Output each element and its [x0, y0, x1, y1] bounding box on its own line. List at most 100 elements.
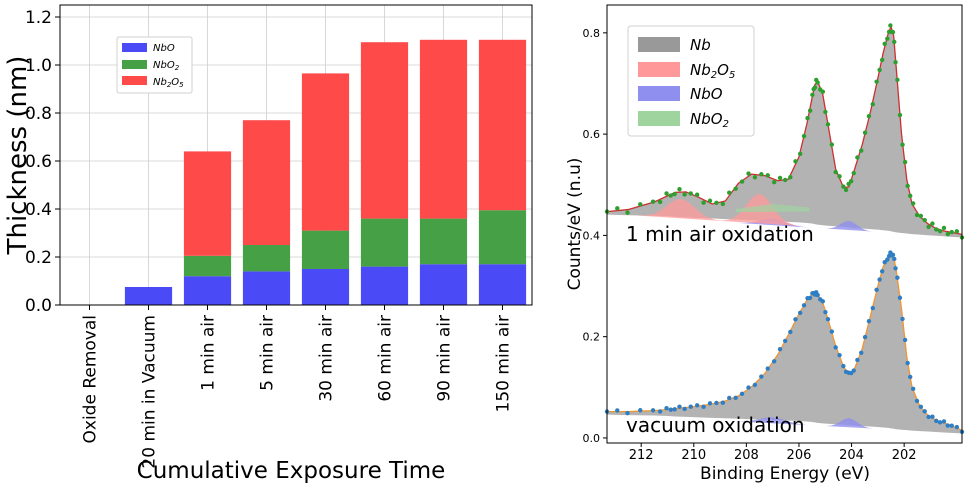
- bar-x-tick-label: 1 min air: [199, 315, 219, 391]
- xps-data-point-0: [815, 80, 820, 85]
- xps-data-point-0: [657, 199, 663, 205]
- xps-data-point-0: [926, 224, 931, 230]
- xps-data-point-0: [908, 193, 913, 198]
- bar-nb2o5-5: [360, 42, 409, 219]
- bar-y-axis-label: Thickness (nm): [3, 56, 33, 256]
- xps-data-point-0: [895, 77, 900, 83]
- bar-nbo-6: [419, 264, 468, 305]
- xps-data-point-1: [874, 287, 879, 293]
- xps-data-point-0: [930, 221, 935, 226]
- xps-data-point-1: [837, 353, 842, 358]
- xps-x-tick-label: 202: [892, 448, 917, 463]
- bar-y-axis: 0.0 0.2 0.4 0.6 0.8 1.0 1.2: [25, 8, 60, 316]
- xps-data-point-1: [893, 266, 898, 271]
- xps-data-point-0: [877, 67, 882, 73]
- xps-data-point-1: [807, 295, 813, 301]
- xps-data-point-0: [777, 175, 783, 181]
- xps-data-point-0: [893, 60, 898, 65]
- xps-data-point-1: [688, 404, 693, 409]
- xps-data-point-1: [657, 409, 663, 414]
- xps-data-point-1: [892, 256, 897, 262]
- xps-data-point-0: [870, 102, 875, 107]
- xps-data-point-1: [949, 423, 954, 428]
- xps-data-point-0: [837, 174, 842, 179]
- xps-data-point-0: [892, 39, 897, 45]
- bar-nbo2-6: [419, 218, 468, 265]
- bar-x-tick-label: 20 min in Vacuum: [140, 315, 160, 469]
- xps-data-point-0: [807, 108, 813, 113]
- xps-data-point-1: [625, 410, 630, 416]
- xps-data-point-0: [812, 85, 818, 90]
- xps-data-point-0: [677, 187, 682, 192]
- xps-data-point-1: [941, 419, 947, 424]
- xps-data-point-0: [900, 142, 905, 147]
- xps-data-point-0: [949, 229, 954, 235]
- xps-data-point-1: [615, 408, 620, 413]
- xps-data-point-1: [720, 400, 726, 405]
- xps-data-point-1: [777, 346, 783, 352]
- annotation-vacuum: vacuum oxidation: [626, 413, 805, 437]
- xps-y-tick-label: 0.0: [583, 432, 601, 445]
- xps-data-point-1: [771, 359, 777, 364]
- xps-data-point-1: [815, 292, 820, 298]
- bar-series: [124, 39, 527, 305]
- xps-data-point-1: [694, 403, 700, 408]
- xps-x-tick-label: 206: [787, 448, 812, 463]
- legend-swatch-nb: [638, 37, 680, 52]
- bar-legend: NbO NbO2 Nb2O5: [116, 36, 193, 94]
- xps-data-point-0: [801, 133, 807, 139]
- xps-nbo-fill-1-1: [735, 417, 810, 426]
- xps-data-point-0: [841, 184, 846, 189]
- xps-data-point-1: [823, 309, 828, 315]
- xps-data-point-0: [825, 122, 831, 127]
- bar-y-tick-label: 0.4: [25, 200, 52, 220]
- xps-data-point-1: [910, 386, 916, 392]
- bar-nb2o5-4: [301, 73, 350, 231]
- bar-nb2o5-7: [478, 39, 527, 211]
- bar-y-tick-label: 1.2: [25, 8, 52, 28]
- bar-y-tick-label: 0.6: [25, 152, 52, 172]
- xps-data-point-0: [879, 57, 885, 63]
- xps-data-point-0: [759, 172, 764, 177]
- xps-data-point-1: [895, 275, 900, 280]
- xps-data-point-0: [797, 151, 803, 157]
- bar-nbo-7: [478, 264, 527, 305]
- xps-data-point-1: [801, 303, 807, 308]
- xps-data-point-0: [694, 192, 700, 197]
- xps-data-point-0: [810, 92, 815, 98]
- xps-data-point-0: [874, 79, 879, 84]
- xps-data-point-1: [902, 337, 908, 343]
- xps-y-tick-label: 0.6: [583, 128, 601, 141]
- bar-nb2o5-2: [183, 151, 232, 256]
- xps-x-tick-label: 212: [629, 448, 654, 463]
- xps-data-point-1: [707, 401, 713, 406]
- bar-x-tick-label: 5 min air: [258, 315, 278, 391]
- xps-data-point-1: [793, 317, 798, 322]
- xps-data-point-1: [782, 338, 788, 344]
- bar-nbo-5: [360, 266, 409, 305]
- xps-data-point-1: [797, 310, 803, 315]
- xps-data-point-0: [727, 190, 732, 195]
- legend-label-nbo2: NbO2: [153, 60, 180, 72]
- xps-x-tick-label: 210: [681, 448, 706, 463]
- xps-data-point-0: [945, 231, 951, 237]
- xps-x-tick-label: 208: [734, 448, 759, 463]
- xps-data-point-0: [934, 227, 939, 232]
- xps-data-point-0: [833, 169, 838, 175]
- bar-nbo2-5: [360, 218, 409, 267]
- xps-data-point-1: [937, 420, 943, 425]
- xps-nbo2-fill: [735, 203, 810, 213]
- xps-data-point-0: [650, 199, 656, 204]
- xps-data-point-1: [900, 316, 905, 322]
- xps-data-point-1: [682, 406, 687, 412]
- xps-chart: 0.0 0.2 0.4 0.6 0.8 212 210 208 206 204 202 Count…: [565, 4, 965, 484]
- xps-data-point-0: [918, 213, 924, 219]
- xps-data-point-1: [859, 350, 864, 356]
- bar-nb2o5-3: [242, 120, 291, 245]
- bar-y-tick-label: 0.2: [25, 248, 52, 268]
- xps-data-point-1: [908, 374, 913, 380]
- xps-data-point-0: [720, 201, 726, 207]
- bar-x-axis-label: Cumulative Exposure Time: [137, 458, 446, 484]
- legend-label-nbo2-xps: NbO2: [690, 110, 729, 130]
